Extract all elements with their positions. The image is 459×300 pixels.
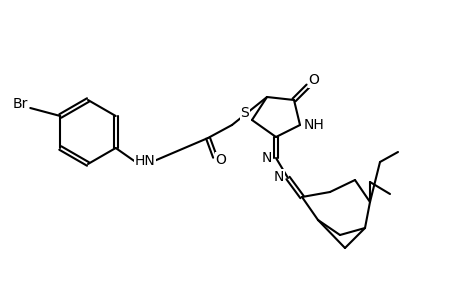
Text: N: N xyxy=(273,170,284,184)
Text: O: O xyxy=(215,153,226,167)
Text: HN: HN xyxy=(134,154,155,168)
Text: Br: Br xyxy=(12,97,28,111)
Text: NH: NH xyxy=(303,118,324,132)
Text: N: N xyxy=(261,151,272,165)
Text: O: O xyxy=(308,73,319,87)
Text: S: S xyxy=(240,106,249,120)
